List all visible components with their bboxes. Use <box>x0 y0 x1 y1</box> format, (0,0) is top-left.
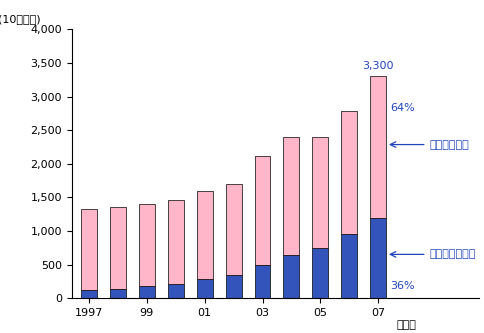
Bar <box>341 111 357 234</box>
Bar <box>312 137 328 248</box>
Text: コモディティ: コモディティ <box>390 140 469 150</box>
Text: 3,300: 3,300 <box>363 61 394 71</box>
Bar <box>284 255 300 298</box>
Bar <box>255 157 271 265</box>
Bar <box>81 209 97 290</box>
Text: 64%: 64% <box>391 103 415 113</box>
Bar <box>110 207 126 289</box>
Bar <box>81 290 97 298</box>
Text: 非コモディティ: 非コモディティ <box>390 249 476 259</box>
Text: (10億ドル): (10億ドル) <box>0 14 41 24</box>
Bar <box>370 218 386 298</box>
Bar <box>226 275 242 298</box>
Bar <box>341 234 357 298</box>
Bar <box>197 279 212 298</box>
Bar <box>168 283 184 298</box>
Text: 36%: 36% <box>391 281 415 291</box>
Bar <box>312 248 328 298</box>
Bar <box>110 289 126 298</box>
Bar <box>139 204 155 286</box>
Text: （年）: （年） <box>397 320 417 330</box>
Bar <box>370 76 386 218</box>
Bar <box>139 286 155 298</box>
Bar <box>226 184 242 275</box>
Bar <box>197 191 212 279</box>
Bar <box>284 137 300 255</box>
Bar <box>255 265 271 298</box>
Bar <box>168 200 184 283</box>
